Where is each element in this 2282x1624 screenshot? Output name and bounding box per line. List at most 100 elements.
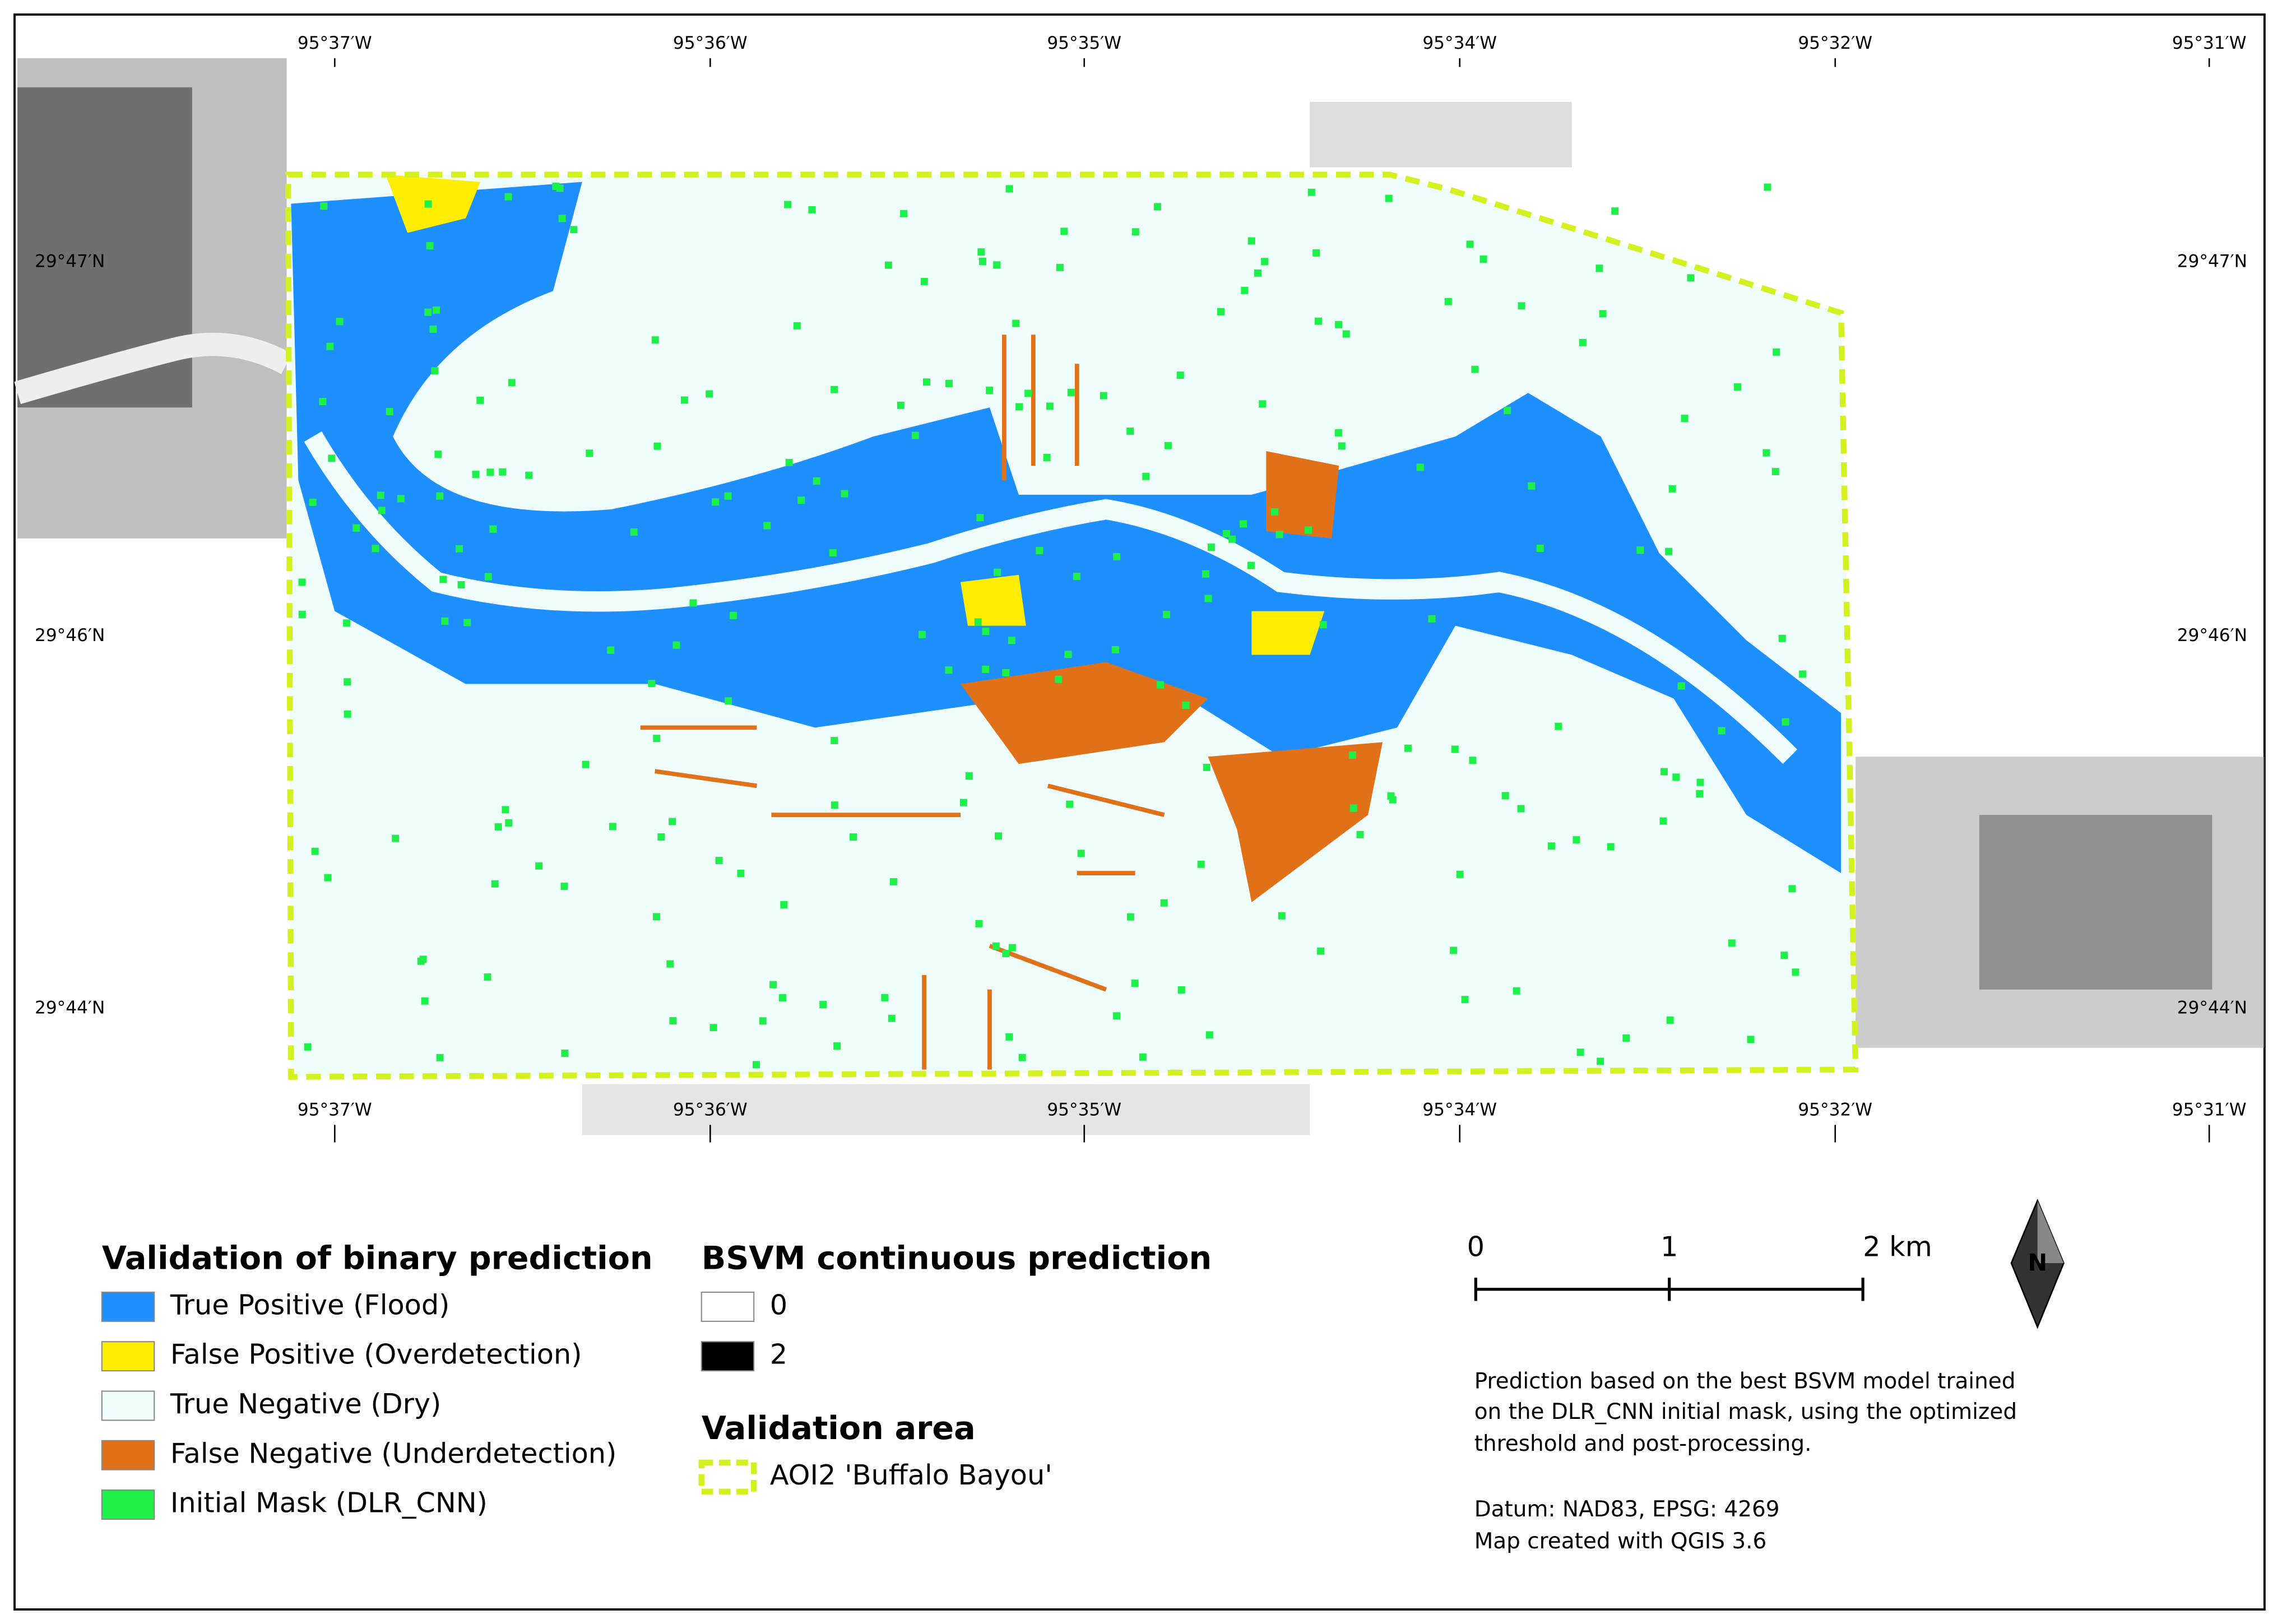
mask-pixel [784, 201, 792, 208]
mask-pixel [1666, 1016, 1674, 1024]
imagery-south [582, 1084, 1310, 1135]
mask-pixel [1335, 321, 1343, 328]
mask-pixel [609, 823, 616, 830]
mask-pixel [669, 818, 676, 825]
mask-pixel [1240, 520, 1247, 528]
mask-pixel [1636, 546, 1644, 554]
note-line: Datum: NAD83, EPSG: 4269 [1474, 1497, 1780, 1522]
mask-pixel [1254, 269, 1261, 277]
mask-pixel [426, 242, 434, 250]
mask-pixel [1479, 255, 1487, 263]
mask-pixel [489, 525, 497, 533]
lat-label-left: 29°46′N [35, 625, 105, 646]
mask-pixel [1444, 298, 1452, 305]
mask-pixel [752, 1061, 760, 1069]
mask-pixel [1513, 987, 1520, 995]
legend-swatch [101, 1490, 155, 1520]
lat-label-left: 29°44′N [35, 998, 105, 1018]
mask-pixel [808, 206, 816, 214]
mask-pixel [889, 878, 897, 885]
mask-pixel [484, 573, 492, 581]
mask-pixel [1139, 1053, 1147, 1061]
mask-pixel [1002, 669, 1010, 676]
mask-pixel [1247, 237, 1255, 245]
false-negative-streets [640, 335, 1165, 1070]
mask-pixel [1131, 228, 1139, 236]
mask-pixel [436, 492, 444, 500]
mask-pixel [648, 680, 656, 688]
mask-pixel [1555, 722, 1562, 730]
mask-pixel [1111, 646, 1119, 653]
mask-pixel [1015, 403, 1023, 411]
mask-pixel [378, 507, 386, 514]
mask-pixel [502, 806, 509, 814]
note-line: threshold and post-processing. [1474, 1431, 1812, 1456]
mask-pixel [1018, 1054, 1026, 1061]
mask-pixel [945, 379, 953, 387]
mask-pixel [586, 449, 593, 457]
mask-pixel [324, 874, 332, 881]
mask-pixel [1164, 442, 1172, 449]
mask-pixel [1228, 535, 1236, 543]
mask-pixel [1548, 842, 1556, 850]
lon-label-bottom: 95°36′W [673, 1099, 748, 1120]
mask-pixel [525, 471, 533, 479]
mask-pixel [1687, 274, 1695, 282]
mask-pixel [1771, 468, 1779, 476]
mask-pixel [1659, 817, 1667, 825]
mask-pixel [1780, 952, 1788, 959]
mask-pixel [785, 458, 793, 466]
mask-pixel [982, 665, 990, 673]
mask-pixel [1518, 302, 1525, 310]
mask-pixel [669, 1017, 677, 1025]
mask-pixel [1222, 530, 1230, 537]
mask-pixel [1312, 249, 1320, 257]
mask-pixel [976, 514, 984, 522]
mask-pixel [1504, 406, 1511, 414]
true-positive-zone [291, 182, 1842, 874]
mask-pixel [431, 367, 439, 375]
mask-pixel [1142, 472, 1150, 480]
notes: Prediction based on the best BSVM model … [1474, 1368, 2017, 1554]
mask-pixel [456, 545, 463, 553]
mask-pixel [1163, 611, 1170, 619]
lon-label-top: 95°37′W [298, 33, 372, 53]
mask-pixel [1197, 860, 1205, 868]
mask-pixel [1060, 228, 1068, 235]
mask-pixel [881, 994, 889, 1001]
mask-pixel [1672, 773, 1680, 781]
mask-pixel [417, 957, 425, 965]
mask-pixel [1317, 947, 1325, 955]
mask-pixel [897, 401, 905, 409]
mask-pixel [421, 997, 429, 1005]
mask-pixel [1696, 790, 1704, 797]
lon-label-bottom: 95°35′W [1047, 1099, 1121, 1120]
mask-pixel [1113, 1012, 1121, 1020]
mask-pixel [505, 819, 513, 827]
mask-pixel [1536, 545, 1544, 552]
mask-pixel [725, 697, 732, 705]
mask-pixel [1451, 745, 1459, 753]
lon-label-top: 95°34′W [1422, 33, 1497, 53]
mask-pixel [352, 524, 360, 532]
mask-pixel [919, 630, 926, 638]
mask-pixel [439, 576, 447, 583]
mask-pixel [1599, 310, 1607, 318]
mask-pixel [780, 901, 788, 909]
graticule: 95°37′W 95°36′W 95°35′W 95°34′W 95°32′W 95°31… [35, 33, 2247, 1143]
mask-pixel [715, 857, 723, 865]
mask-pixel [1576, 1048, 1584, 1056]
mask-pixel [992, 942, 1000, 950]
mask-pixel [309, 498, 317, 506]
lat-label-left: 29°47′N [35, 251, 105, 271]
mask-pixel [1342, 330, 1350, 338]
legend-label: True Negative (Dry) [170, 1388, 441, 1420]
mask-pixel [829, 549, 837, 556]
mask-pixel [424, 200, 432, 208]
mask-pixel [1008, 944, 1016, 952]
mask-pixel [763, 522, 771, 530]
mask-pixel [986, 387, 994, 394]
mask-pixel [1469, 757, 1477, 764]
mask-pixel [1056, 263, 1064, 271]
mask-pixel [344, 710, 351, 718]
